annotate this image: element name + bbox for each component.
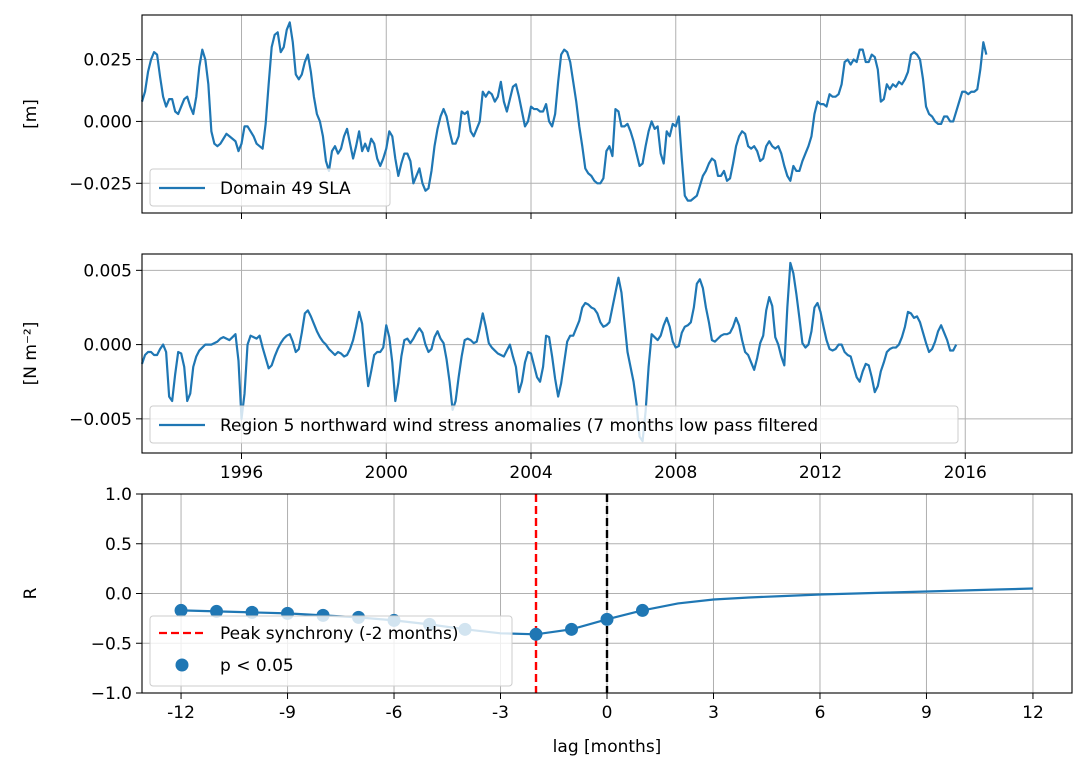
p2-significant-point [635, 603, 649, 617]
p0-legend: Domain 49 SLA [149, 168, 391, 207]
p0-series [140, 21, 988, 202]
p1-x-tick-label: 1996 [220, 463, 263, 483]
p0-legend-box [149, 168, 391, 207]
p0-series-line [140, 21, 988, 202]
p2-legend-box [149, 615, 513, 687]
p2-y-tick-label: 0.5 [105, 535, 132, 555]
p1-y-axis-label: [N m⁻²] [21, 322, 41, 386]
p2-legend-peak-label: Peak synchrony (-2 months) [220, 624, 459, 644]
p2-y-tick-label: −1.0 [91, 684, 132, 704]
p1-x-tick-label: 2000 [365, 463, 408, 483]
p1-axes-frame [141, 253, 1073, 454]
p0-axes-frame [141, 14, 1073, 214]
p0-ticks: 0.025 0.000 −0.025 [69, 51, 966, 219]
p2-x-tick-label: -9 [279, 703, 296, 723]
p0-y-tick-label: 0.000 [83, 112, 132, 132]
p2-x-tick-label: -6 [386, 703, 403, 723]
p1-y-tick-label: −0.005 [69, 410, 132, 430]
p2-ticks: -12 -9 -6 -3 0 3 6 9 12 1.0 0.5 0.0 −0.5 −1.0 [91, 485, 1044, 723]
p0-y-axis-label: [m] [21, 99, 41, 129]
p1-y-tick-label: 0.000 [83, 336, 132, 356]
p1-ticks: 1996 2000 2004 2008 2012 2016 0.005 0.000 −0.005 [69, 261, 987, 483]
p2-y-tick-label: −0.5 [91, 634, 132, 654]
p2-y-tick-label: 0.0 [105, 585, 132, 605]
p1-legend: Region 5 northward wind stress anomalies… [149, 405, 959, 444]
p2-legend-significance-label: p < 0.05 [220, 656, 294, 676]
p1-series [140, 261, 958, 443]
p2-x-tick-label: -12 [167, 703, 195, 723]
p2-x-tick-label: -3 [492, 703, 509, 723]
p2-y-tick-label: 1.0 [105, 485, 132, 505]
panel-lag-correlation: -12 -9 -6 -3 0 3 6 9 12 1.0 0.5 0.0 −0.5 −1.0 R lag [… [21, 485, 1073, 757]
p0-y-tick-label: 0.025 [83, 51, 132, 71]
p2-significant-point [600, 612, 614, 626]
p1-legend-label: Region 5 northward wind stress anomalies… [220, 416, 818, 436]
p2-legend: Peak synchrony (-2 months) p < 0.05 [149, 615, 513, 687]
p1-y-tick-label: 0.005 [83, 261, 132, 281]
p2-significant-point [565, 622, 579, 636]
p2-vertical-lines [534, 494, 609, 693]
p2-significant-point [210, 604, 224, 618]
p1-x-tick-label: 2004 [509, 463, 552, 483]
p1-x-tick-label: 2008 [654, 463, 697, 483]
panel-sla: 0.025 0.000 −0.025 [m] Domain 49 SLA [21, 14, 1073, 219]
p2-y-axis-label: R [21, 587, 41, 599]
p2-legend-marker-swatch [175, 658, 189, 672]
p2-significant-point [529, 627, 543, 641]
p2-x-axis-label: lag [months] [553, 737, 662, 757]
p2-x-tick-label: 0 [602, 703, 613, 723]
p2-x-tick-label: 12 [1022, 703, 1044, 723]
p0-legend-label: Domain 49 SLA [220, 179, 351, 199]
p1-x-tick-label: 2016 [944, 463, 987, 483]
p2-x-tick-label: 3 [708, 703, 719, 723]
p2-significant-point [174, 603, 188, 617]
p0-y-tick-label: −0.025 [69, 174, 132, 194]
p2-axes-frame [141, 493, 1073, 694]
p1-legend-box [149, 405, 959, 444]
panel-wind-stress: 1996 2000 2004 2008 2012 2016 0.005 0.000 −0.005… [21, 253, 1073, 483]
p2-x-tick-label: 9 [921, 703, 932, 723]
p1-series-line [140, 261, 958, 443]
p2-x-tick-label: 6 [815, 703, 826, 723]
p1-x-tick-label: 2012 [799, 463, 842, 483]
